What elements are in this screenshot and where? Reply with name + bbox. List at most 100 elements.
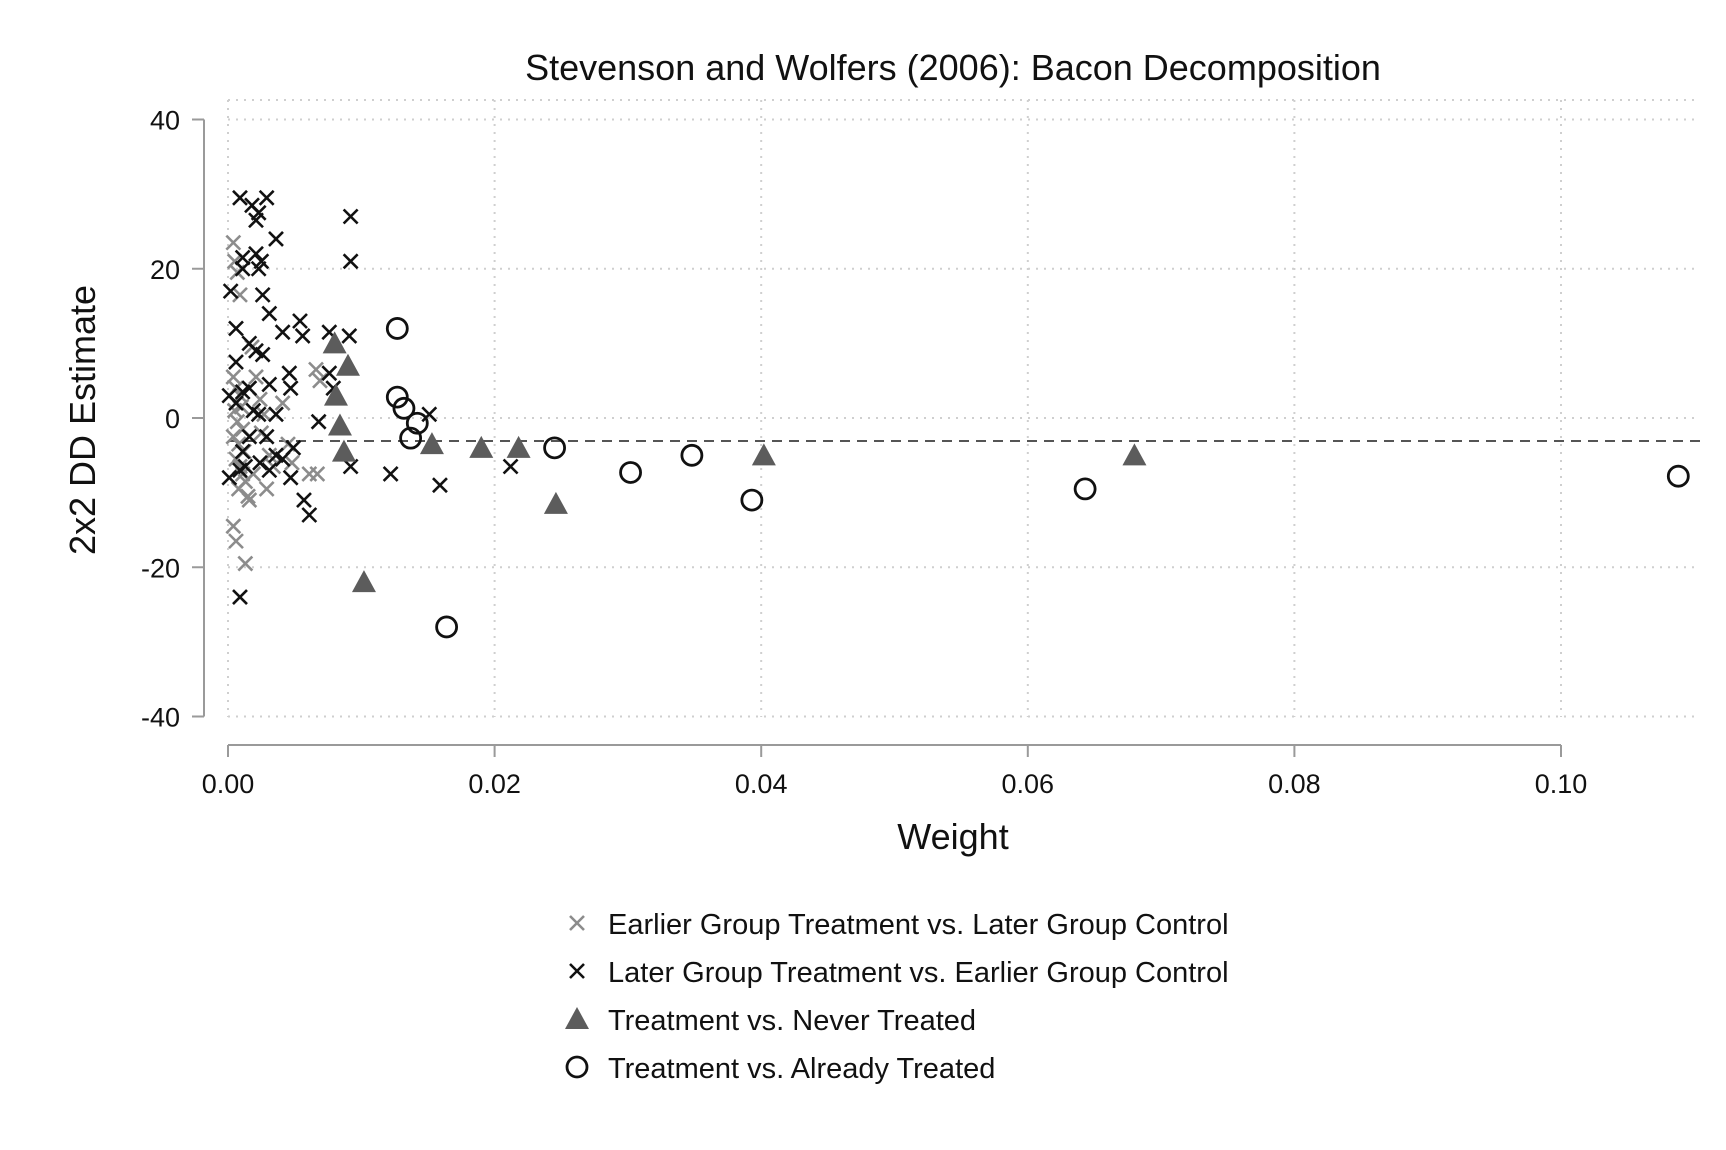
later-vs-earlier-point [282, 380, 299, 397]
earlier-vs-later-point [228, 533, 244, 550]
later-vs-earlier-point [341, 327, 358, 344]
already-treated-point [543, 436, 566, 460]
later-vs-earlier-point [310, 413, 327, 430]
axes: 40 20 0 -20 -40 0.00 0.02 0.04 0.06 0.08 0.10 [141, 106, 1587, 800]
later-vs-earlier-point [241, 380, 258, 397]
earlier-vs-later-point [248, 369, 264, 385]
x-tick-label: 0.02 [468, 769, 521, 799]
later-vs-earlier-point [342, 253, 359, 270]
later-vs-earlier-point [261, 305, 278, 322]
x-tick-label: 0.08 [1268, 769, 1321, 799]
later-vs-earlier-point [294, 327, 311, 344]
later-vs-earlier-point [282, 469, 299, 486]
never-treated-point [1122, 443, 1147, 466]
later-vs-earlier-point [234, 260, 251, 277]
never-treated-point [322, 331, 347, 354]
later-vs-earlier-point [292, 313, 308, 329]
x-tick-label: 0.06 [1002, 769, 1055, 799]
never-treated-point [327, 413, 352, 436]
earlier-vs-later-point [308, 361, 324, 378]
already-treated-point [392, 396, 416, 420]
later-vs-earlier-point [296, 492, 312, 509]
y-tick-label: 40 [150, 106, 180, 136]
later-vs-earlier-point [261, 376, 278, 393]
earlier-vs-later-point [237, 555, 254, 572]
later-vs-earlier-point [254, 286, 271, 303]
never-treated-point [751, 443, 776, 466]
earlier-vs-later-point [241, 492, 258, 509]
earlier-vs-later-point [230, 436, 247, 453]
legend-marker [569, 915, 585, 931]
later-vs-earlier-point [502, 458, 519, 475]
x-tick-label: 0.00 [202, 769, 255, 799]
earlier-vs-later-point [225, 428, 242, 445]
later-vs-earlier-point [248, 245, 264, 262]
never-treated-point [419, 432, 444, 455]
chart-title: Stevenson and Wolfers (2006): Bacon Deco… [525, 47, 1381, 88]
earlier-vs-later-point [309, 466, 326, 482]
legend-marker [565, 1055, 589, 1079]
earlier-vs-later-point [284, 454, 300, 471]
later-vs-earlier-point [321, 365, 338, 382]
later-vs-earlier-point [268, 406, 284, 423]
later-vs-earlier-point [274, 451, 291, 467]
y-tick-label: 20 [150, 255, 180, 285]
never-treated-point [543, 491, 568, 514]
already-treated-point [740, 488, 764, 512]
y-tick-label: -20 [141, 553, 180, 583]
later-vs-earlier-point [234, 249, 251, 266]
legend-marker [565, 1007, 589, 1029]
legend: Earlier Group Treatment vs. Later Group … [565, 909, 1229, 1085]
later-vs-earlier-point [382, 466, 399, 482]
already-treated-point [385, 317, 409, 340]
already-treated-point [405, 411, 429, 435]
earlier-vs-later-point [312, 372, 328, 389]
legend-label: Later Group Treatment vs. Earlier Group … [608, 957, 1229, 989]
y-axis-title: 2x2 DD Estimate [62, 285, 103, 555]
later-vs-earlier-point [221, 469, 238, 486]
legend-label: Earlier Group Treatment vs. Later Group … [608, 909, 1229, 941]
never-treated-point [323, 383, 348, 406]
already-treated-point [435, 615, 459, 639]
later-vs-earlier-point [234, 443, 251, 460]
earlier-vs-later-point [229, 413, 246, 430]
y-tick-label: -40 [141, 703, 180, 733]
x-tick-label: 0.10 [1535, 769, 1588, 799]
later-vs-earlier-point [261, 462, 278, 479]
later-vs-earlier-point [254, 346, 271, 363]
earlier-vs-later-point [232, 286, 248, 303]
legend-marker [569, 963, 585, 979]
later-vs-earlier-point [222, 283, 239, 300]
later-vs-earlier-point [281, 365, 298, 382]
later-vs-earlier-point [421, 406, 438, 423]
earlier-vs-later-point [225, 518, 242, 535]
already-treated-point [680, 443, 704, 467]
later-vs-earlier-point [342, 208, 359, 225]
never-treated-point [506, 435, 531, 458]
already-treated-point [385, 385, 409, 409]
already-treated-point [399, 426, 423, 450]
later-vs-earlier-point [274, 324, 291, 341]
later-vs-earlier-point [268, 230, 284, 247]
later-vs-earlier-point [241, 428, 258, 445]
never-treated-point [469, 435, 494, 458]
later-vs-earlier-point [252, 454, 268, 471]
later-vs-earlier-point [258, 428, 275, 445]
grid-lines [227, 99, 1700, 718]
earlier-vs-later-point [261, 447, 278, 464]
x-axis-title: Weight [897, 816, 1008, 857]
earlier-vs-later-point [256, 406, 272, 423]
later-vs-earlier-point [228, 354, 244, 370]
never-treated-point [351, 570, 376, 593]
later-vs-earlier-point [301, 507, 318, 523]
earlier-vs-later-point [274, 395, 291, 411]
legend-label: Treatment vs. Never Treated [608, 1005, 976, 1037]
data-points [221, 189, 1690, 639]
later-vs-earlier-point [228, 395, 244, 411]
already-treated-point [619, 461, 642, 484]
never-treated-point [335, 353, 360, 376]
legend-label: Treatment vs. Already Treated [608, 1053, 995, 1085]
never-treated-point [331, 439, 356, 462]
earlier-vs-later-point [258, 480, 275, 497]
